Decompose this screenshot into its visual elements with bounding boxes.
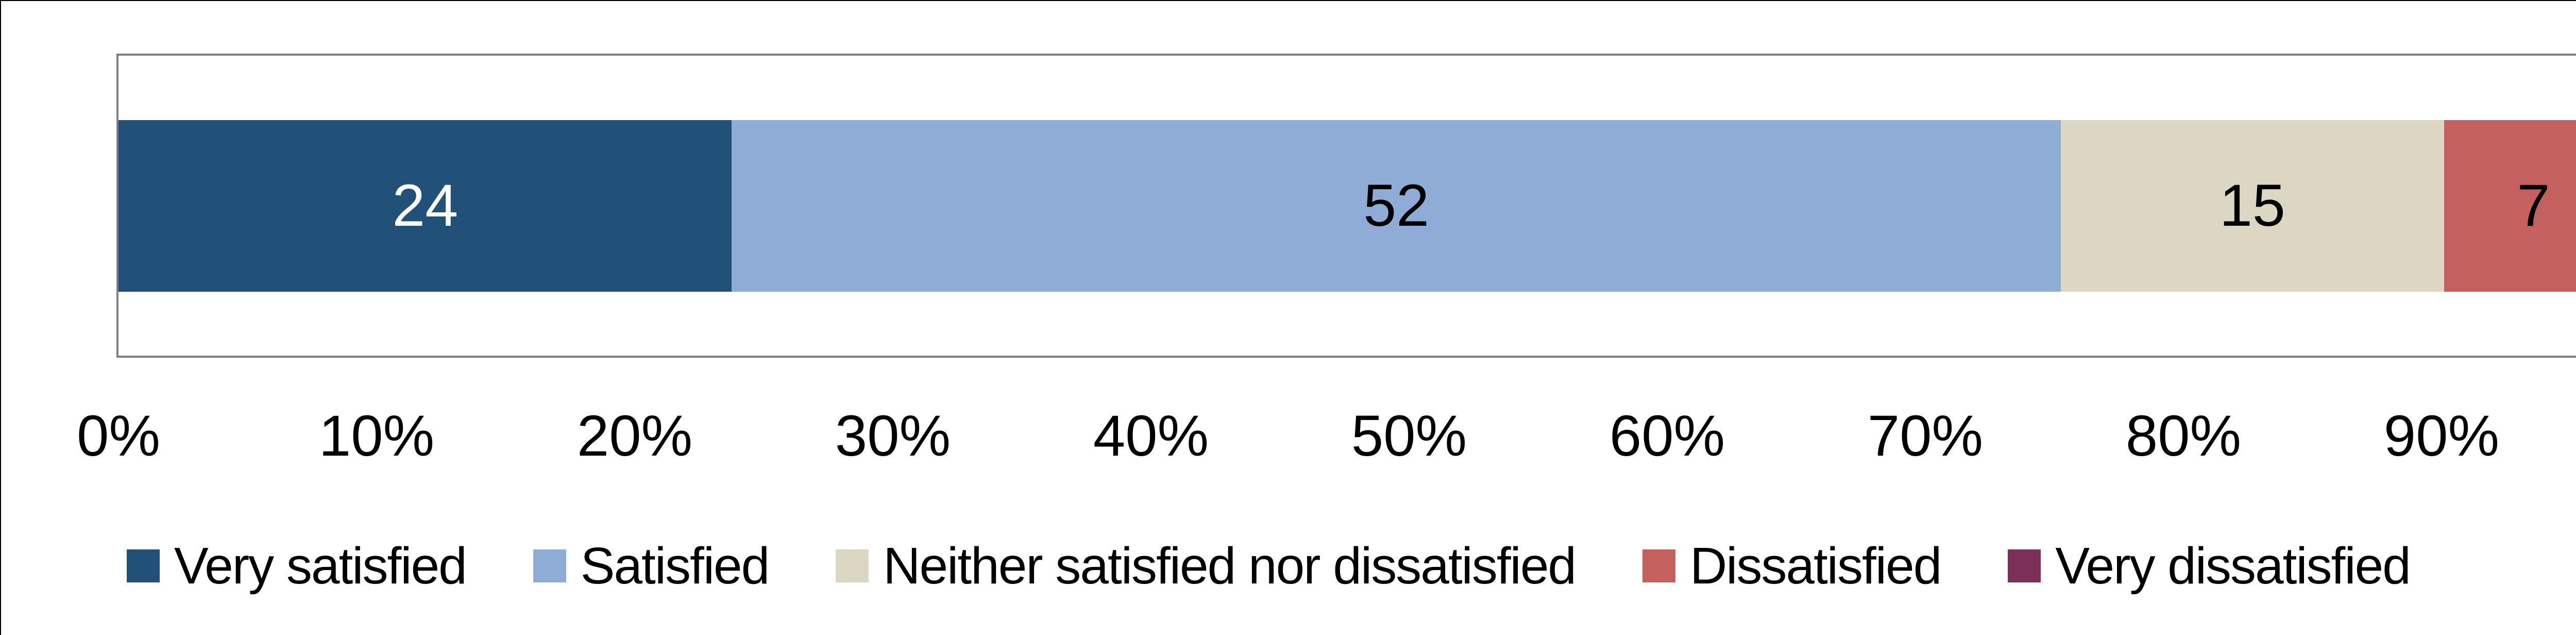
bar-segment-dissatisfied[interactable]: 7 xyxy=(2444,120,2576,292)
x-tick-40: 40% xyxy=(1093,404,1209,468)
legend-label: Very satisfied xyxy=(174,537,467,595)
legend-swatch-neither-satisfied-nor-dissatisfied xyxy=(836,549,869,582)
plot-area: 24521573 xyxy=(116,54,2576,358)
bar-segment-value: 52 xyxy=(1363,173,1430,239)
x-tick-60: 60% xyxy=(1609,404,1725,468)
legend-swatch-satisfied xyxy=(533,549,566,582)
legend-swatch-very-satisfied xyxy=(127,549,160,582)
legend-item-satisfied[interactable]: Satisfied xyxy=(533,537,770,595)
x-tick-0: 0% xyxy=(77,404,160,468)
legend-label: Dissatisfied xyxy=(1690,537,1942,595)
stacked-bar: 24521573 xyxy=(118,120,2576,292)
x-tick-80: 80% xyxy=(2125,404,2242,468)
legend-swatch-dissatisfied xyxy=(1642,549,1676,582)
legend-swatch-very-dissatisfied xyxy=(2008,549,2041,582)
x-tick-50: 50% xyxy=(1351,404,1467,468)
legend-label: Satisfied xyxy=(580,537,770,595)
legend-item-very-dissatisfied[interactable]: Very dissatisfied xyxy=(2008,537,2411,595)
x-tick-20: 20% xyxy=(577,404,693,468)
bar-segment-satisfied[interactable]: 52 xyxy=(732,120,2061,292)
legend-item-dissatisfied[interactable]: Dissatisfied xyxy=(1642,537,1942,595)
legend-item-very-satisfied[interactable]: Very satisfied xyxy=(127,537,467,595)
legend-label: Very dissatisfied xyxy=(2055,537,2411,595)
x-tick-70: 70% xyxy=(1867,404,1984,468)
bar-segment-value: 7 xyxy=(2517,173,2550,239)
bar-segment-neither-satisfied-nor-dissatisfied[interactable]: 15 xyxy=(2060,120,2444,292)
legend: Very satisfied Satisfied Neither satisfied… xyxy=(127,536,2411,595)
x-tick-90: 90% xyxy=(2383,404,2500,468)
legend-label: Neither satisfied nor dissatisfied xyxy=(883,537,1577,595)
bar-segment-very-satisfied[interactable]: 24 xyxy=(118,120,732,292)
x-tick-30: 30% xyxy=(835,404,951,468)
legend-item-neither-satisfied-nor-dissatisfied[interactable]: Neither satisfied nor dissatisfied xyxy=(836,537,1577,595)
bar-segment-value: 24 xyxy=(392,173,459,239)
bar-segment-value: 15 xyxy=(2219,173,2285,239)
x-tick-10: 10% xyxy=(318,404,435,468)
